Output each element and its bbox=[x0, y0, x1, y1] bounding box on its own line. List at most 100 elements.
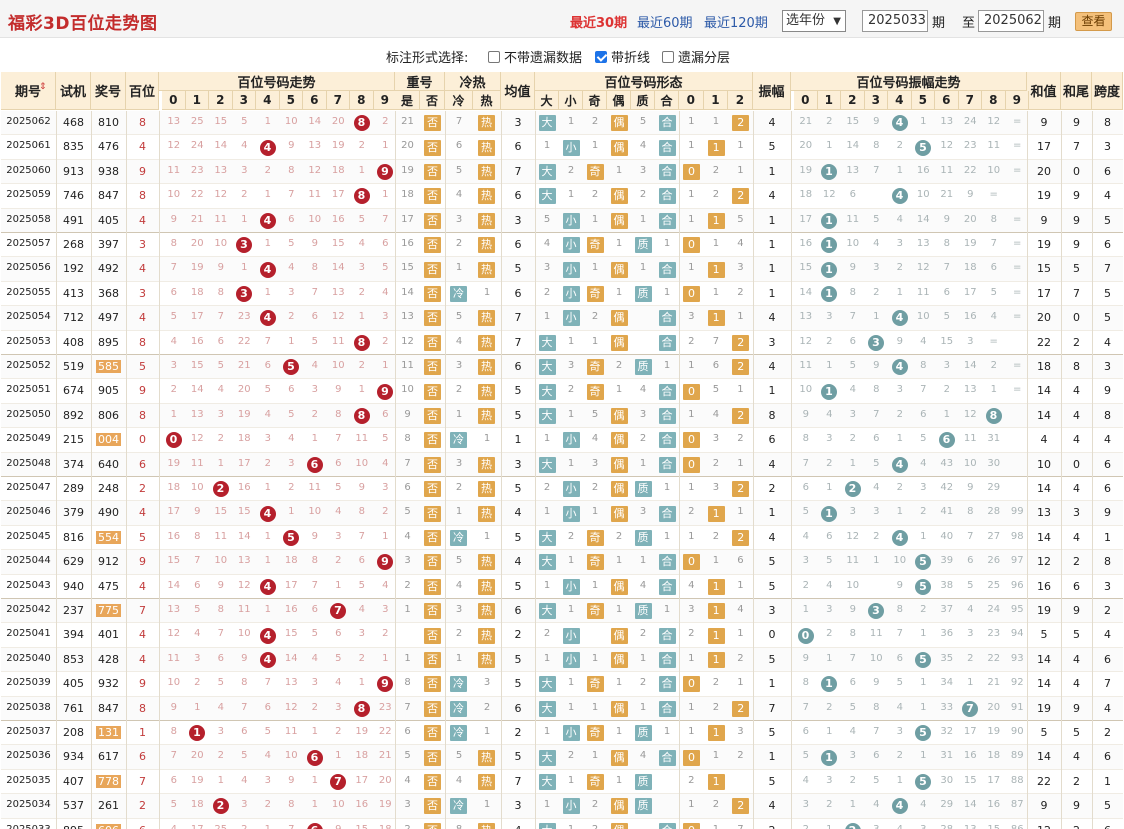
amp-miss-cell: 4 bbox=[990, 311, 997, 323]
sum-cell: 17 bbox=[1037, 140, 1051, 154]
shape-odd-tag: 奇 bbox=[586, 164, 604, 180]
trend-miss-cell: 13 bbox=[214, 164, 228, 176]
trend-miss-cell: 18 bbox=[190, 286, 204, 298]
trend-miss-cell: 7 bbox=[264, 335, 271, 347]
amp-miss-cell: 16 bbox=[916, 164, 930, 176]
trend-miss-cell: 11 bbox=[214, 530, 228, 542]
span-cell: 6 bbox=[1104, 750, 1111, 764]
shape-small-cell: 2 bbox=[567, 530, 575, 542]
shape-odd-cell: 1 bbox=[591, 262, 599, 274]
hundreds-cell: 3 bbox=[139, 238, 146, 251]
checkbox-no-miss[interactable] bbox=[488, 51, 500, 63]
to-issue-input[interactable]: 2025062 bbox=[978, 10, 1044, 32]
amp-miss-cell: 94 bbox=[1010, 628, 1024, 640]
query-button[interactable]: 查看 bbox=[1075, 12, 1112, 31]
amp-miss-cell: 8 bbox=[802, 433, 809, 445]
period-link-120[interactable]: 最近120期 bbox=[704, 16, 768, 31]
amp-miss-cell: 3 bbox=[967, 335, 974, 347]
trend-miss-cell: 1 bbox=[311, 799, 318, 811]
amp-miss-cell: 5 bbox=[920, 433, 927, 445]
tail-cell: 2 bbox=[1061, 824, 1092, 829]
period-link-60[interactable]: 最近60期 bbox=[637, 16, 693, 31]
trend-miss-cell: 11 bbox=[331, 335, 345, 347]
checkbox-layered[interactable] bbox=[662, 51, 674, 63]
amp-miss-cell: 8 bbox=[896, 604, 903, 615]
period-link-30[interactable]: 最近30期 bbox=[570, 16, 628, 31]
amp-miss-cell: 31 bbox=[940, 750, 954, 762]
trend-miss-cell: 25 bbox=[209, 824, 233, 829]
trend-miss-cell: 5 bbox=[170, 311, 177, 323]
temp-cold-cell: 2 bbox=[455, 384, 463, 396]
issue-cell: 2025036 bbox=[6, 750, 51, 762]
shape-odd-tag: 奇 bbox=[586, 530, 604, 546]
trend-miss-cell: 17 bbox=[237, 457, 251, 469]
col-header-avg: 均值 bbox=[501, 72, 535, 110]
col-header-issue[interactable]: 期号 bbox=[1, 72, 56, 110]
option-no-miss[interactable]: 不带遗漏数据 bbox=[488, 47, 582, 66]
amp-digit-header: 2 bbox=[841, 91, 865, 110]
hundreds-cell: 7 bbox=[139, 604, 146, 617]
option-polyline[interactable]: 带折线 bbox=[595, 47, 650, 66]
amp-miss-cell: 2 bbox=[943, 384, 950, 396]
temp-cold-cell: 2 bbox=[455, 482, 463, 493]
route-cell: 6 bbox=[712, 360, 720, 371]
trend-miss-cell: 13 bbox=[331, 286, 345, 298]
temp-cold-cell: 5 bbox=[455, 311, 463, 323]
sum-cell: 12 bbox=[1027, 824, 1061, 829]
hundreds-cell: 8 bbox=[139, 408, 146, 422]
amp-miss-cell: 13 bbox=[916, 238, 930, 249]
amp-miss-cell: 2 bbox=[896, 140, 903, 152]
repeat-no-tag: 否 bbox=[424, 774, 441, 790]
temp-hot-cell: 2 bbox=[483, 701, 491, 713]
option-layered[interactable]: 遗漏分层 bbox=[662, 47, 730, 66]
amp-miss-cell: 11 bbox=[940, 164, 954, 176]
trend-miss-cell: 22 bbox=[190, 189, 204, 201]
avg-cell: 5 bbox=[514, 677, 522, 691]
amp-miss-cell: 23 bbox=[963, 140, 977, 152]
amp-digit-header: 5 bbox=[911, 91, 935, 110]
issue-cell: 2025039 bbox=[6, 677, 51, 689]
amp-miss-cell: = bbox=[1013, 164, 1022, 176]
amp-miss-cell: 4 bbox=[802, 774, 809, 786]
span-cell: 5 bbox=[1104, 799, 1111, 813]
amp-cell: 3 bbox=[768, 604, 776, 617]
trend-miss-cell: 14 bbox=[190, 384, 204, 396]
shape-header-shape_even: 偶 bbox=[607, 91, 631, 110]
route-cell: 1 bbox=[688, 213, 695, 225]
avg-cell: 6 bbox=[514, 286, 522, 300]
shape-comp-tag: 合 bbox=[658, 822, 676, 829]
route-cell: 2 bbox=[712, 677, 720, 689]
shape-big-cell: 3 bbox=[543, 262, 551, 274]
issue-cell: 2025044 bbox=[6, 555, 51, 567]
repeat-no-tag: 否 bbox=[424, 408, 441, 424]
trend-miss-cell: 13 bbox=[284, 677, 298, 689]
column-divider bbox=[445, 111, 446, 829]
shape-odd-tag: 奇 bbox=[586, 286, 604, 302]
sort-icon[interactable]: ⇕ bbox=[39, 82, 47, 92]
table-row bbox=[1, 696, 1123, 721]
trend-miss-cell: 1 bbox=[335, 750, 342, 762]
checkbox-polyline[interactable] bbox=[595, 51, 607, 63]
hundreds-ball: 5 bbox=[283, 359, 299, 376]
route-tag: 1 bbox=[707, 261, 725, 278]
span-cell: 6 bbox=[1092, 824, 1123, 829]
year-select[interactable]: 选年份 ▼ bbox=[782, 10, 846, 32]
amp-miss-cell: 17 bbox=[987, 774, 1001, 786]
trend-miss-cell: 7 bbox=[311, 286, 318, 298]
prize-cell: 261 bbox=[91, 799, 126, 812]
table-row bbox=[1, 452, 1123, 477]
trend-miss-cell: 2 bbox=[311, 408, 318, 420]
shape-small-cell: 2 bbox=[567, 164, 575, 176]
shape-comp-cell: 1 bbox=[663, 482, 671, 493]
trial-cell: 192 bbox=[63, 262, 84, 276]
shape-even-tag: 偶 bbox=[610, 212, 628, 229]
from-issue-input[interactable]: 2025033 bbox=[862, 10, 928, 32]
trend-miss-cell: 16 bbox=[190, 335, 204, 347]
route-tag: 0 bbox=[683, 749, 700, 766]
shape-prime-cell: 3 bbox=[639, 164, 647, 176]
amp-miss-cell: = bbox=[989, 189, 998, 201]
repeat-no-tag: 否 bbox=[424, 456, 441, 473]
span-cell: 3 bbox=[1104, 140, 1111, 154]
route-cell: 1 bbox=[737, 140, 744, 152]
trend-miss-cell: 7 bbox=[217, 628, 224, 640]
